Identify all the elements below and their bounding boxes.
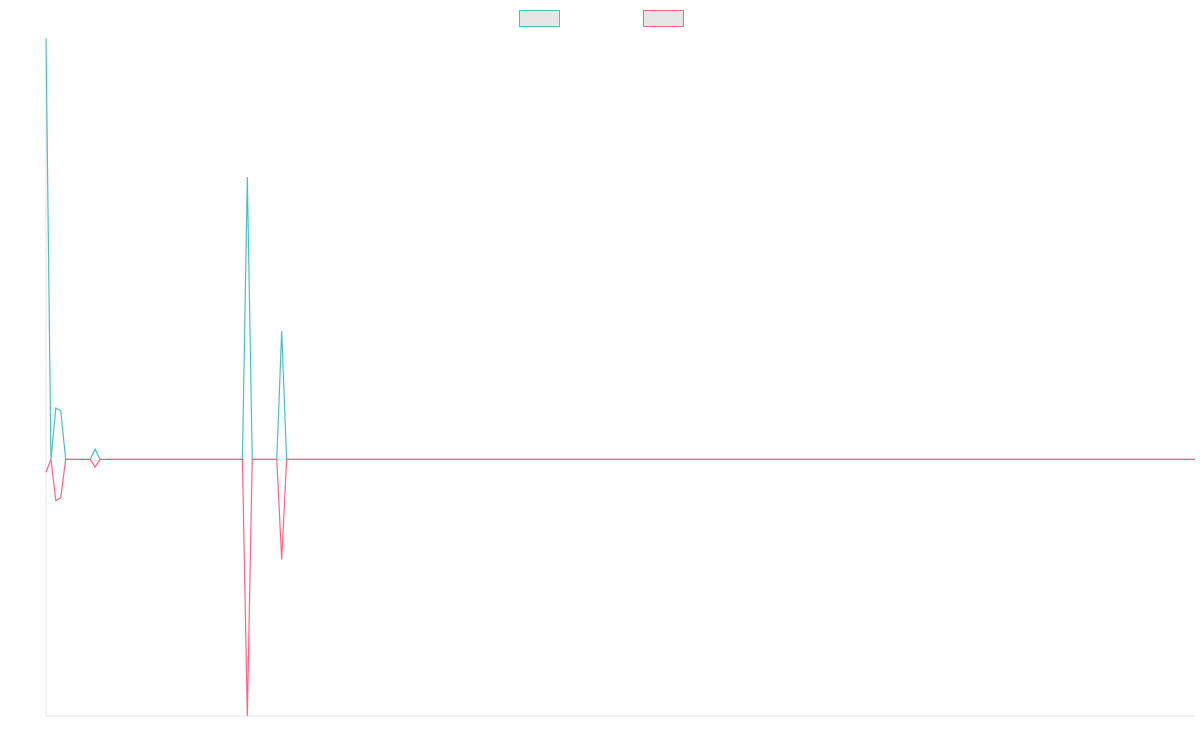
chart-legend xyxy=(519,10,684,27)
legend-swatch-1[interactable] xyxy=(519,10,560,27)
series-line-2 xyxy=(45,458,1195,717)
series-line-1 xyxy=(45,38,1195,460)
chart-axes xyxy=(45,36,1195,717)
legend-swatch-2[interactable] xyxy=(643,10,684,27)
chart-series xyxy=(45,38,1195,717)
